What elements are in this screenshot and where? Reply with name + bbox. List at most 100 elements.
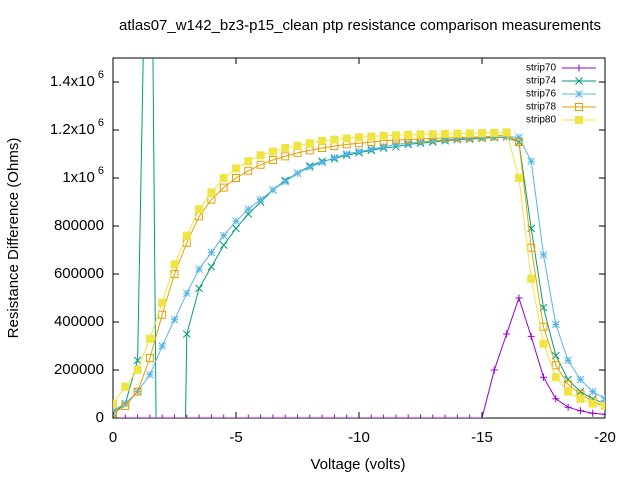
marker bbox=[576, 387, 585, 396]
marker bbox=[564, 375, 572, 384]
marker bbox=[515, 294, 523, 302]
legend-label: strip78 bbox=[526, 102, 556, 113]
plot-area bbox=[113, 58, 605, 418]
marker bbox=[244, 414, 252, 418]
marker bbox=[514, 138, 523, 146]
marker bbox=[268, 156, 277, 164]
marker bbox=[601, 410, 605, 418]
marker bbox=[551, 373, 560, 382]
marker bbox=[342, 134, 351, 143]
marker bbox=[318, 158, 326, 167]
marker bbox=[355, 133, 363, 142]
marker bbox=[453, 135, 462, 143]
marker bbox=[158, 310, 167, 319]
x-axis-label: Voltage (volts) bbox=[310, 456, 405, 473]
marker bbox=[588, 399, 597, 408]
marker bbox=[589, 409, 597, 417]
y-tick-label: 600000 bbox=[54, 265, 104, 282]
marker bbox=[281, 414, 289, 418]
marker bbox=[293, 141, 302, 150]
marker bbox=[527, 274, 536, 283]
x-tick-label: -10 bbox=[348, 429, 370, 446]
marker bbox=[113, 409, 117, 418]
marker bbox=[281, 152, 290, 161]
legend-marker bbox=[575, 77, 583, 85]
marker bbox=[379, 131, 388, 140]
y-tick-label: 1.2x10 6 bbox=[50, 117, 104, 138]
marker bbox=[232, 224, 240, 233]
marker bbox=[257, 414, 265, 418]
x-tick-label: -20 bbox=[594, 429, 616, 446]
marker bbox=[318, 414, 326, 418]
x-tick-label: -15 bbox=[471, 429, 493, 446]
marker bbox=[514, 174, 523, 182]
marker bbox=[207, 248, 216, 257]
marker bbox=[404, 414, 412, 418]
marker bbox=[527, 157, 536, 166]
legend-marker bbox=[575, 90, 583, 98]
marker bbox=[318, 136, 327, 145]
marker bbox=[552, 395, 560, 403]
marker bbox=[490, 128, 499, 137]
marker bbox=[367, 145, 376, 154]
marker bbox=[281, 177, 290, 186]
y-tick-label: 1x10 6 bbox=[62, 165, 104, 186]
marker bbox=[539, 250, 548, 259]
marker bbox=[146, 370, 154, 379]
marker bbox=[306, 414, 314, 418]
series-line bbox=[113, 134, 605, 414]
marker bbox=[391, 131, 400, 140]
legend-marker bbox=[575, 103, 583, 111]
marker bbox=[576, 407, 584, 415]
y-tick-label: 800000 bbox=[54, 217, 104, 234]
marker bbox=[601, 402, 605, 410]
marker bbox=[207, 414, 215, 418]
marker bbox=[503, 330, 511, 338]
marker bbox=[183, 414, 191, 418]
marker bbox=[330, 414, 338, 418]
marker bbox=[478, 129, 486, 138]
marker bbox=[490, 133, 499, 142]
marker bbox=[145, 354, 154, 362]
marker bbox=[466, 414, 474, 418]
marker bbox=[367, 414, 375, 418]
marker bbox=[490, 366, 498, 374]
marker bbox=[219, 183, 228, 192]
marker bbox=[244, 157, 253, 166]
marker bbox=[121, 414, 129, 418]
marker bbox=[576, 375, 585, 384]
marker bbox=[158, 342, 167, 350]
chart-title: atlas07_w142_bz3-p15_clean ptp resistanc… bbox=[119, 17, 601, 34]
legend-marker bbox=[575, 116, 583, 124]
marker bbox=[170, 260, 179, 269]
marker bbox=[195, 284, 203, 293]
marker bbox=[380, 414, 388, 418]
legend-label: strip76 bbox=[526, 89, 556, 100]
legend-label: strip74 bbox=[526, 76, 556, 87]
x-tick-label: 0 bbox=[109, 429, 117, 446]
y-tick-label: 400000 bbox=[54, 313, 104, 330]
marker bbox=[564, 387, 573, 396]
x-tick-label: -5 bbox=[229, 429, 242, 446]
marker bbox=[465, 134, 474, 143]
marker bbox=[133, 366, 142, 374]
y-tick-label: 1.4x10 6 bbox=[50, 69, 104, 90]
marker bbox=[269, 186, 277, 194]
marker bbox=[158, 298, 167, 307]
marker bbox=[441, 135, 449, 144]
marker bbox=[453, 129, 462, 138]
marker bbox=[576, 394, 585, 403]
marker bbox=[342, 150, 351, 158]
marker bbox=[588, 387, 597, 396]
marker bbox=[113, 399, 117, 408]
legend-label: strip80 bbox=[526, 115, 556, 126]
marker bbox=[269, 414, 277, 418]
marker bbox=[195, 205, 204, 214]
marker bbox=[428, 130, 437, 139]
marker bbox=[305, 139, 314, 148]
marker bbox=[441, 129, 450, 138]
marker bbox=[182, 231, 191, 240]
legend-label: strip70 bbox=[526, 63, 556, 74]
marker bbox=[195, 265, 203, 274]
